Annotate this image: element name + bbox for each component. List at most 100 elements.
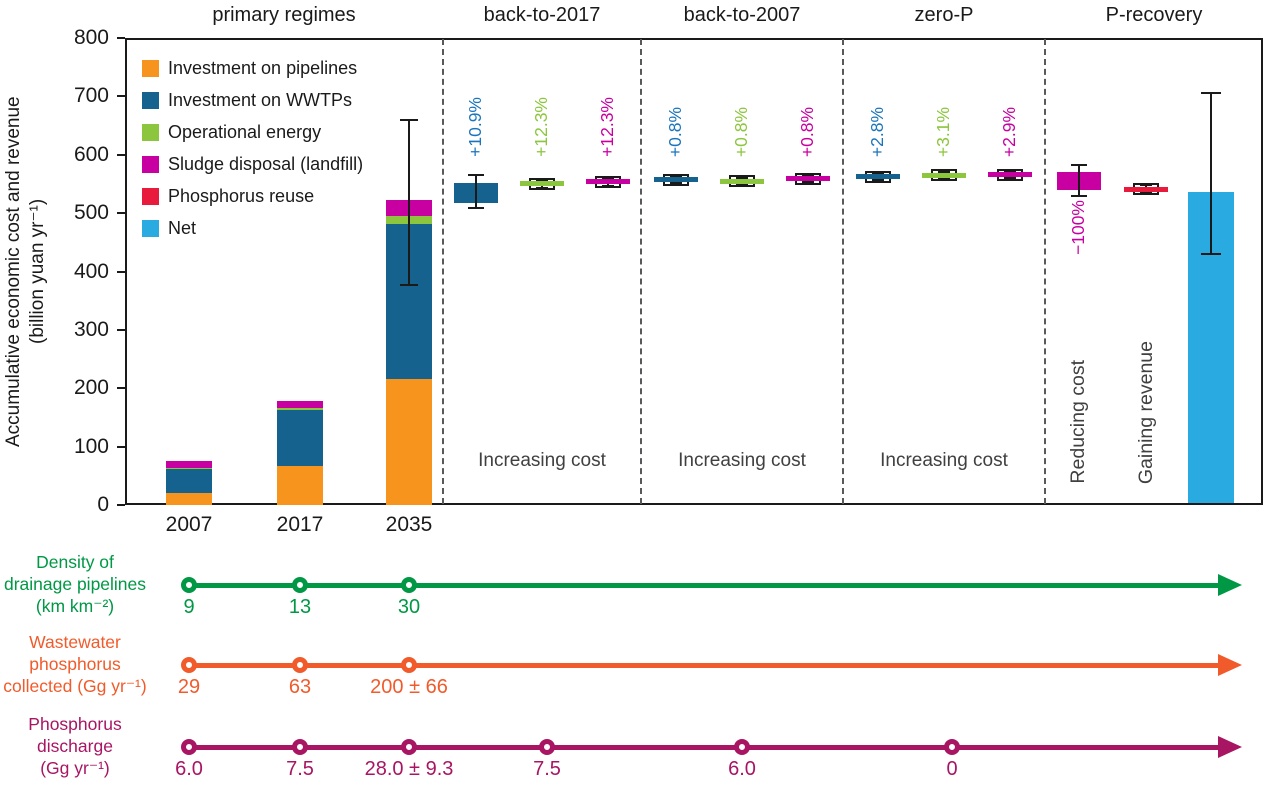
- timeline-marker-icon: [292, 577, 308, 593]
- timeline-marker-icon: [401, 657, 417, 673]
- timeline-marker-icon: [181, 657, 197, 673]
- x-axis-year-label: 2007: [165, 513, 213, 536]
- error-bar-cap: [400, 118, 418, 121]
- legend-swatch-wwtps-icon: [142, 91, 159, 109]
- scenario-percent-label: +2.9%: [999, 106, 1019, 157]
- error-bar-cap: [400, 283, 418, 286]
- legend-item-net: Net: [142, 212, 363, 244]
- scenario-line-energy: [720, 178, 764, 184]
- scenario-line-reuse: [1124, 186, 1168, 192]
- timeline-label: Wastewater phosphorus collected (Gg yr⁻¹): [0, 631, 150, 697]
- scenario-percent-label: +2.8%: [867, 106, 887, 157]
- timeline-value: 7.5: [533, 758, 561, 780]
- legend-label-wwtps: Investment on WWTPs: [168, 89, 353, 110]
- scenario-percent-label-below: −100%: [1068, 200, 1088, 255]
- timeline-value: 9: [183, 596, 195, 618]
- note-reducing-cost: Reducing cost: [1067, 360, 1089, 484]
- error-bar-line: [1210, 92, 1212, 254]
- timeline-value: 7.5: [286, 758, 314, 780]
- y-tick: [117, 212, 125, 215]
- section-divider: [1044, 39, 1046, 504]
- bar-segment-pipelines: [166, 492, 212, 505]
- scenario-line-energy: [520, 181, 564, 187]
- timeline-marker-icon: [401, 577, 417, 593]
- bar-segment-pipelines: [277, 466, 323, 505]
- error-bar-cap: [468, 207, 484, 210]
- y-tick: [117, 95, 125, 98]
- legend: Investment on pipelines Investment on WW…: [142, 52, 363, 244]
- timeline-label-line: Density of: [36, 552, 114, 572]
- error-bar-cap: [736, 176, 748, 179]
- timeline-value: 6.0: [175, 758, 203, 780]
- error-bar-cap: [802, 174, 814, 177]
- y-tick: [117, 445, 125, 448]
- error-bar-line: [1078, 165, 1080, 197]
- y-tick: [117, 270, 125, 273]
- timeline-value: 0: [946, 758, 958, 780]
- error-bar-cap: [1071, 164, 1087, 167]
- timeline-line: [182, 582, 1222, 588]
- error-bar-cap: [670, 182, 682, 185]
- timeline-label-line: drainage pipelines: [3, 574, 147, 594]
- y-tick: [117, 387, 125, 390]
- timeline-marker-icon: [181, 739, 197, 755]
- scenario-line-sludge: [586, 179, 630, 185]
- note-gaining-revenue: Gaining revenue: [1135, 340, 1157, 484]
- plot-frame: [125, 38, 1263, 505]
- timeline-line: [182, 744, 1222, 750]
- error-bar-line: [475, 175, 477, 209]
- y-tick-label: 700: [73, 84, 109, 108]
- timeline-label-line: Phosphorus: [28, 714, 122, 734]
- timeline-label-line: (Gg yr⁻¹): [40, 758, 110, 778]
- y-tick-label: 500: [73, 201, 109, 225]
- y-axis-title-line2: (billion yuan yr⁻¹): [27, 198, 48, 345]
- legend-swatch-net-icon: [142, 219, 159, 237]
- x-axis-year-label: 2035: [385, 513, 433, 536]
- legend-swatch-reuse-icon: [142, 187, 159, 205]
- section-header-back-to-2007: back-to-2007: [683, 4, 801, 26]
- legend-swatch-pipelines-icon: [142, 59, 159, 77]
- section-divider: [442, 39, 444, 504]
- legend-swatch-sludge-icon: [142, 155, 159, 173]
- scenario-line-energy: [922, 172, 966, 178]
- bar-segment-wwtps: [166, 468, 212, 493]
- error-bar-cap: [468, 174, 484, 177]
- error-bar-cap: [1071, 195, 1087, 198]
- error-bar-cap: [736, 183, 748, 186]
- scenario-percent-label: +0.8%: [665, 106, 685, 157]
- timeline-arrowhead-icon: [1218, 736, 1242, 758]
- y-tick-label: 300: [73, 317, 109, 341]
- timeline-marker-icon: [539, 739, 555, 755]
- scenario-line-sludge: [786, 176, 830, 182]
- timeline-value: 29: [177, 676, 201, 698]
- y-tick: [117, 37, 125, 39]
- timeline-label-line: discharge: [37, 736, 113, 756]
- y-tick-label: 800: [73, 26, 109, 49]
- scenario-percent-label: +0.8%: [731, 106, 751, 157]
- section-header-primary-regimes: primary regimes: [212, 4, 356, 26]
- error-bar-cap: [1004, 177, 1016, 180]
- timeline-value: 28.0 ± 9.3: [364, 758, 454, 780]
- section-divider: [842, 39, 844, 504]
- y-tick: [117, 504, 125, 506]
- error-bar-cap: [1201, 252, 1221, 255]
- scenario-percent-label: +12.3%: [531, 97, 551, 157]
- bar-segment-sludge: [166, 460, 212, 468]
- error-bar-cap: [872, 179, 884, 182]
- scenario-percent-label: +3.1%: [933, 106, 953, 157]
- legend-label-energy: Operational energy: [168, 121, 322, 142]
- x-axis-year-label: 2017: [276, 513, 324, 536]
- timeline-label-line: Wastewater: [29, 632, 121, 652]
- timeline-marker-icon: [292, 739, 308, 755]
- error-bar-cap: [670, 175, 682, 178]
- legend-item-reuse: Phosphorus reuse: [142, 180, 363, 212]
- timeline-arrowhead-icon: [1218, 654, 1242, 676]
- timeline-marker-icon: [401, 739, 417, 755]
- legend-label-sludge: Sludge disposal (landfill): [168, 153, 364, 174]
- error-bar-cap: [1004, 170, 1016, 173]
- error-bar-cap: [1201, 91, 1221, 94]
- timeline-value: 6.0: [728, 758, 756, 780]
- timeline-label-line: collected (Gg yr⁻¹): [3, 676, 147, 696]
- y-tick-label: 400: [73, 259, 109, 283]
